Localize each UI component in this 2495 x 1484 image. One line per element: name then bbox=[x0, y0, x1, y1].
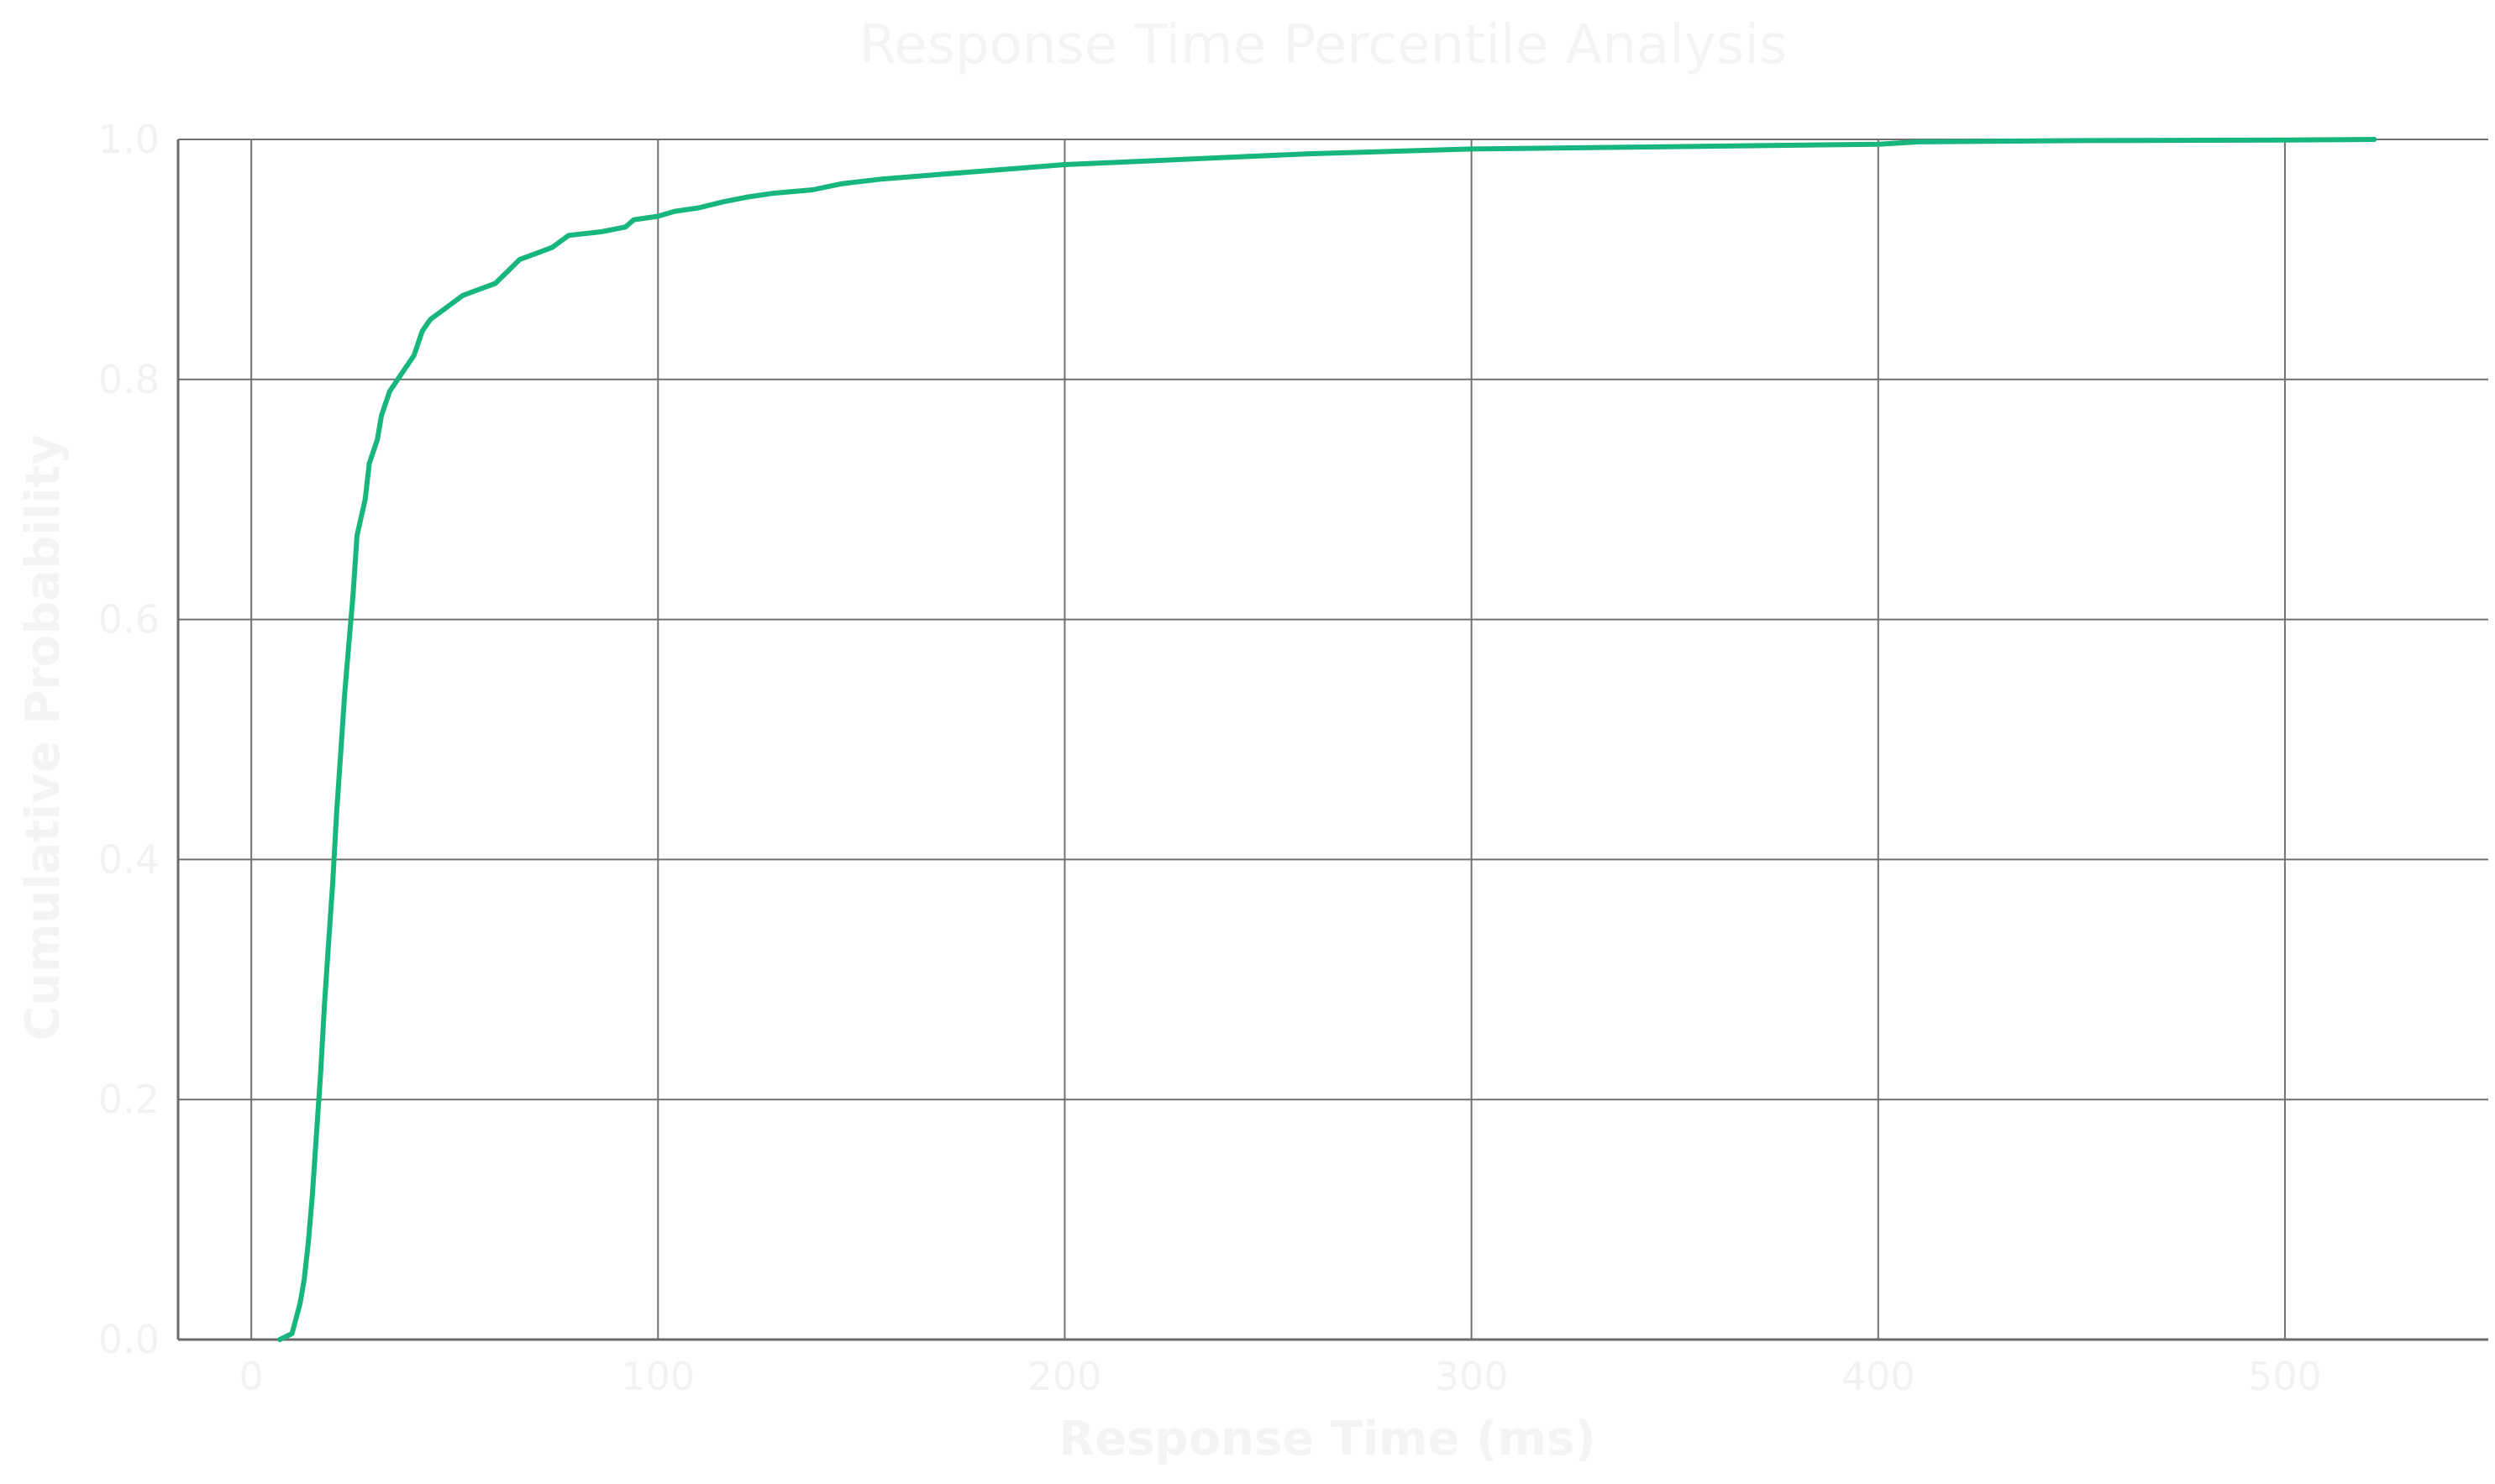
y-tick-label: 0.2 bbox=[98, 1077, 160, 1122]
y-tick-label: 0.4 bbox=[98, 836, 160, 882]
x-tick-label: 300 bbox=[1435, 1354, 1509, 1399]
y-tick-label: 0.6 bbox=[98, 597, 160, 642]
x-axis-label: Response Time (ms) bbox=[1058, 1412, 1596, 1466]
x-tick-label: 400 bbox=[1841, 1354, 1915, 1399]
axes-layer bbox=[176, 139, 2488, 1341]
x-tick-label: 100 bbox=[621, 1354, 695, 1399]
y-tick-label: 0.8 bbox=[98, 357, 160, 402]
x-tick-label: 500 bbox=[2248, 1354, 2322, 1399]
grid-layer bbox=[178, 139, 2488, 1340]
x-tick-label: 200 bbox=[1028, 1354, 1102, 1399]
x-tick-label: 0 bbox=[239, 1354, 264, 1399]
ticks-layer: 0 100 200 300 400 500 0.0 0.2 0.4 0.6 0.8 1.0 bbox=[98, 117, 2322, 1399]
y-tick-label: 0.0 bbox=[98, 1317, 160, 1362]
chart-title: Response Time Percentile Analysis bbox=[859, 14, 1787, 76]
series-layer bbox=[277, 137, 2377, 1342]
cdf-line-0 bbox=[277, 137, 2377, 1342]
y-tick-label: 1.0 bbox=[98, 117, 160, 162]
y-axis-label: Cumulative Probability bbox=[16, 434, 71, 1041]
